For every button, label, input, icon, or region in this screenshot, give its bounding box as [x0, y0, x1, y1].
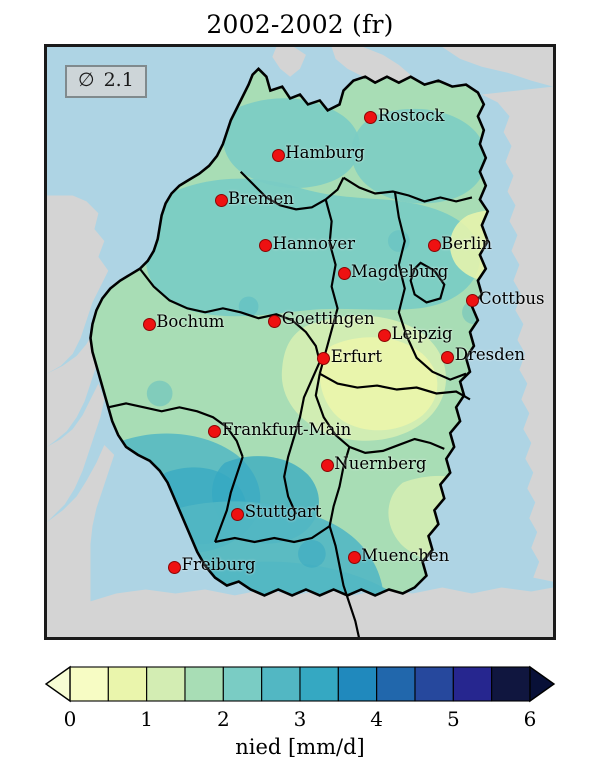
colorbar-cell[interactable]: [414, 666, 454, 702]
colorbar-cell[interactable]: [452, 666, 493, 702]
domain-mean-annotation: ∅ 2.1: [65, 65, 147, 98]
city-dot-icon: [214, 194, 228, 208]
state-boundaries: [108, 170, 473, 637]
colorbar-tick-label: 3: [293, 707, 307, 731]
city-label: Hannover: [272, 233, 355, 253]
city-label: Magdeburg: [351, 261, 449, 281]
city-label: Frankfurt-Main: [221, 419, 352, 439]
page-title: 2002-2002 (fr): [206, 10, 394, 39]
city-dot-icon: [377, 329, 391, 343]
colorbar-cell[interactable]: [261, 666, 301, 702]
city-dot-icon: [337, 267, 351, 281]
city-label: Berlin: [441, 233, 493, 253]
city-dot-icon: [208, 425, 222, 438]
colorbar-tick-label: 5: [446, 707, 460, 731]
colorbar-cell[interactable]: [337, 666, 378, 702]
map-axes[interactable]: ∅ 2.1 Rostock Hamburg Bremen Hannover Berlin M…: [44, 44, 556, 640]
colorbar-under-arrow: [44, 665, 71, 703]
city-label: Freiburg: [181, 555, 256, 575]
city-label: Bremen: [228, 188, 294, 208]
city-dot-icon: [427, 239, 441, 253]
city-dot-icon: [465, 294, 479, 308]
city-dot-icon: [441, 350, 455, 364]
city-label: Stuttgart: [244, 502, 322, 522]
city-label: Cottbus: [479, 288, 545, 308]
colorbar-cell[interactable]: [184, 666, 224, 702]
precipitation-map: [47, 47, 553, 637]
city-label: Leipzig: [391, 323, 453, 343]
colorbar-cell[interactable]: [107, 666, 148, 702]
city-label: Goettingen: [281, 309, 375, 329]
colorbar-tick-label: 6: [523, 707, 537, 731]
colorbar-axis-label: nied [mm/d]: [235, 735, 365, 759]
city-dot-icon: [317, 352, 331, 366]
city-dot-icon: [259, 239, 273, 253]
colorbar-swatches[interactable]: [44, 663, 556, 709]
city-label: Muenchen: [361, 545, 450, 565]
colorbar[interactable]: 0 1 2 3 4 5 6 nied [mm/d]: [44, 663, 556, 780]
city-dot-icon: [268, 314, 282, 328]
colorbar-tick-label: 1: [140, 707, 154, 731]
city-dot-icon: [231, 507, 245, 521]
mean-symbol: ∅: [78, 69, 95, 91]
city-dot-icon: [271, 148, 285, 162]
colorbar-cell[interactable]: [376, 666, 416, 702]
colorbar-ticklabels: 0 1 2 3 4 5 6: [44, 707, 556, 737]
city-dot-icon: [168, 560, 181, 574]
city-dot-icon: [320, 459, 334, 473]
colorbar-tick-label: 4: [370, 707, 384, 731]
city-dot-icon: [364, 111, 378, 125]
colorbar-tick-label: 2: [216, 707, 230, 731]
mean-value: 2.1: [103, 69, 134, 91]
colorbar-cell[interactable]: [491, 666, 531, 702]
colorbar-cell[interactable]: [222, 666, 263, 702]
city-label: Dresden: [454, 345, 526, 365]
colorbar-cell[interactable]: [146, 666, 186, 702]
city-label: Erfurt: [330, 346, 382, 366]
colorbar-tick-label: 0: [63, 707, 77, 731]
city-label: Hamburg: [285, 143, 365, 163]
city-dot-icon: [347, 551, 361, 565]
city-label: Rostock: [377, 105, 445, 125]
city-dot-icon: [142, 317, 156, 331]
colorbar-cell[interactable]: [299, 666, 339, 702]
colorbar-cell[interactable]: [69, 666, 109, 702]
city-label: Nuernberg: [334, 453, 427, 473]
colorbar-over-arrow: [529, 665, 556, 703]
city-label: Bochum: [156, 312, 225, 332]
